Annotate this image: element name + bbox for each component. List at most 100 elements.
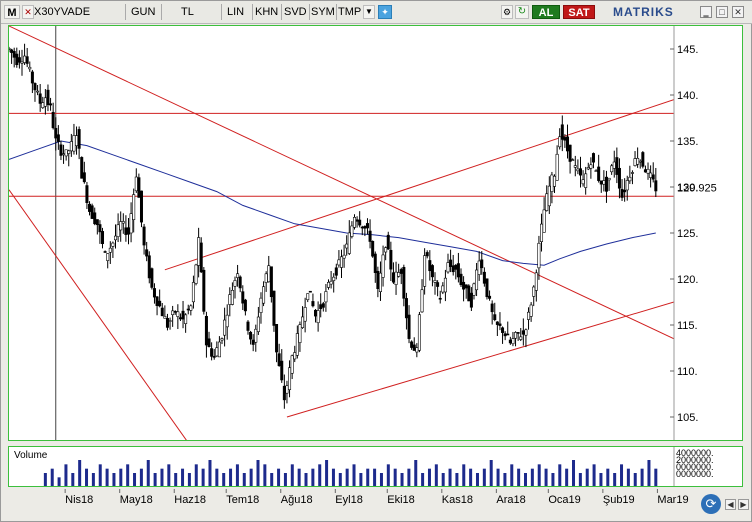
trend-line xyxy=(9,189,187,440)
candle-body xyxy=(9,48,11,50)
candle xyxy=(207,331,211,348)
y-tick-label: 140. xyxy=(677,90,698,102)
candle xyxy=(142,223,146,255)
candle-body xyxy=(290,355,294,374)
volume-bar xyxy=(613,473,617,486)
candle-body xyxy=(339,256,343,268)
candle xyxy=(111,241,115,258)
candle xyxy=(246,320,250,335)
y-tick-label: 130. xyxy=(677,182,698,194)
candle-body xyxy=(391,272,395,283)
price-panel[interactable]: 145. 140. 135. 130. 125. 120. 115. 110. 105. 129.… xyxy=(8,25,743,441)
candle xyxy=(623,178,627,202)
candle-body xyxy=(147,255,151,279)
candle-body xyxy=(210,348,214,357)
khn-button[interactable]: KHN xyxy=(255,6,279,18)
candle-body xyxy=(560,124,564,140)
candle xyxy=(371,240,375,258)
settings-icon[interactable]: ⚙ xyxy=(501,5,513,19)
candle xyxy=(95,219,99,235)
candle-body xyxy=(464,284,468,289)
toolbar: M ✕ X30YVADE GUN TL LIN KHN SVD SYM TMP … xyxy=(1,1,752,24)
refresh-icon[interactable]: ⟳ xyxy=(701,494,721,514)
candle xyxy=(581,170,585,187)
buy-button[interactable]: AL xyxy=(532,5,560,19)
volume-bar xyxy=(373,468,377,486)
candle xyxy=(254,324,258,352)
candle-body xyxy=(399,269,403,274)
refresh-small-icon[interactable]: ↻ xyxy=(515,5,529,19)
candle xyxy=(319,293,323,318)
twitter-icon[interactable]: ✦ xyxy=(378,5,392,19)
volume-bar xyxy=(633,473,637,486)
candle-body xyxy=(498,323,502,326)
volume-panel[interactable]: 4000000. 2000000. 0000000. 0000000. Volume xyxy=(8,446,743,487)
tmp-button[interactable]: TMP xyxy=(338,6,362,18)
candle xyxy=(443,269,447,302)
volume-bar xyxy=(235,464,239,486)
candle xyxy=(314,309,318,323)
candle-body xyxy=(33,83,37,91)
candle xyxy=(352,214,356,230)
candle xyxy=(197,227,201,278)
candle-body xyxy=(446,262,450,273)
candle-body xyxy=(389,249,393,270)
volume-bar xyxy=(311,468,315,486)
candle-body xyxy=(550,174,554,192)
period-button[interactable]: GUN xyxy=(131,6,156,18)
candle-body xyxy=(101,231,105,245)
candle-body xyxy=(69,141,73,152)
currency-button[interactable]: TL xyxy=(181,6,194,18)
candle-body xyxy=(303,307,307,322)
candle xyxy=(475,263,479,297)
candle xyxy=(350,221,354,239)
volume-bar xyxy=(345,468,349,486)
y-tick-label: 105. xyxy=(677,412,698,424)
candle xyxy=(80,156,84,179)
candle-body xyxy=(519,336,523,340)
close-icon[interactable]: ✕ xyxy=(732,6,744,18)
scale-button[interactable]: LIN xyxy=(227,6,245,18)
candle xyxy=(134,168,138,193)
volume-bar xyxy=(482,468,486,486)
candle-body xyxy=(337,259,341,266)
candle xyxy=(365,218,369,235)
candle-body xyxy=(412,344,416,351)
volume-bar xyxy=(359,473,363,486)
x-tick-label: Şub19 xyxy=(603,494,635,506)
close-symbol-icon[interactable]: ✕ xyxy=(22,5,34,19)
svd-button[interactable]: SVD xyxy=(284,6,307,18)
scroll-left-icon[interactable]: ◀ xyxy=(725,499,736,510)
candle-body xyxy=(555,153,559,181)
candle xyxy=(381,245,385,287)
volume-bar xyxy=(565,468,569,486)
symbol-field[interactable]: X30YVADE xyxy=(34,6,91,18)
candle xyxy=(173,310,177,315)
volume-bar xyxy=(386,464,390,486)
candle-body xyxy=(93,212,97,225)
candle xyxy=(176,304,180,330)
candle xyxy=(472,282,476,300)
volume-bar xyxy=(283,473,287,486)
candle-body xyxy=(381,254,385,278)
candle-body xyxy=(121,221,125,224)
candle-body xyxy=(129,213,133,234)
minimize-icon[interactable]: ‗ xyxy=(700,6,712,18)
menu-button[interactable]: M xyxy=(4,5,20,19)
volume-bar xyxy=(572,460,576,486)
maximize-icon[interactable]: □ xyxy=(716,6,728,18)
candle-body xyxy=(293,352,297,360)
candle xyxy=(347,220,351,256)
candle-body xyxy=(238,276,242,289)
candle-body xyxy=(38,93,42,104)
scroll-right-icon[interactable]: ▶ xyxy=(738,499,749,510)
sym-button[interactable]: SYM xyxy=(311,6,335,18)
price-chart[interactable]: 145. 140. 135. 130. 125. 120. 115. 110. 105. 129.… xyxy=(9,26,742,440)
candle xyxy=(301,306,305,329)
volume-bar xyxy=(105,468,109,486)
sell-button[interactable]: SAT xyxy=(563,5,595,19)
candle-body xyxy=(298,324,302,343)
candle-body xyxy=(625,180,629,191)
dropdown-arrow-icon[interactable]: ▼ xyxy=(363,5,375,19)
candle-body xyxy=(604,176,608,192)
